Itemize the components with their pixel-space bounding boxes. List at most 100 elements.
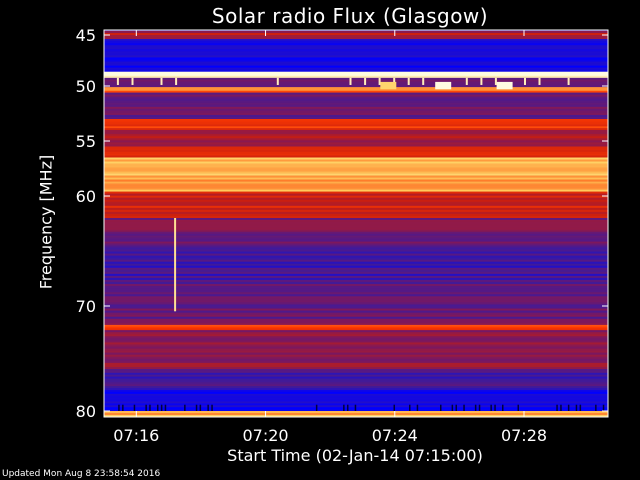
dark-streak <box>556 404 558 411</box>
frequency-band <box>104 126 608 129</box>
frequency-band <box>104 114 608 118</box>
radio-burst <box>435 81 452 90</box>
frequency-band <box>104 144 608 147</box>
frequency-band <box>104 138 608 141</box>
frequency-band <box>104 388 608 391</box>
frequency-band <box>104 403 608 406</box>
dark-streak <box>347 404 349 411</box>
frequency-band <box>104 227 608 231</box>
frequency-band <box>104 386 608 389</box>
band-spike <box>131 77 134 85</box>
frequency-band <box>104 344 608 347</box>
frequency-band <box>104 340 608 343</box>
frequency-band <box>104 65 608 68</box>
frequency-band <box>104 57 608 60</box>
frequency-band <box>104 338 608 341</box>
frequency-band <box>104 235 608 238</box>
frequency-band <box>104 310 608 313</box>
dark-streak <box>160 404 163 411</box>
dark-streak <box>145 404 147 411</box>
frequency-band <box>104 328 608 331</box>
frequency-band <box>104 350 608 353</box>
frequency-band <box>104 395 608 398</box>
frequency-band <box>104 231 608 235</box>
frequency-band <box>104 318 608 322</box>
frequency-band <box>104 47 608 50</box>
frequency-band <box>104 346 608 349</box>
frequency-band <box>104 83 608 86</box>
frequency-band <box>104 67 608 70</box>
frequency-band <box>104 374 608 377</box>
frequency-band <box>104 330 608 333</box>
frequency-band <box>104 273 608 277</box>
chart-title: Solar radio Flux (Glasgow) <box>211 4 489 28</box>
frequency-band <box>104 401 608 404</box>
dark-streak <box>157 404 159 411</box>
frequency-band <box>104 397 608 400</box>
frequency-band <box>104 247 608 250</box>
frequency-band <box>104 253 608 256</box>
frequency-band <box>104 411 608 414</box>
frequency-band <box>104 334 608 337</box>
frequency-band <box>104 61 608 64</box>
frequency-band <box>104 286 608 289</box>
dark-streak <box>416 404 419 411</box>
dark-streak <box>164 404 167 411</box>
plot-frame <box>103 29 609 418</box>
frequency-band <box>104 320 608 324</box>
frequency-band <box>104 171 608 174</box>
frequency-band <box>104 39 608 42</box>
frequency-band <box>104 382 608 385</box>
frequency-band <box>104 134 608 137</box>
frequency-band <box>104 257 608 260</box>
dark-streak <box>133 404 136 411</box>
y-tick-label: 70 <box>76 297 96 316</box>
frequency-band <box>104 175 608 178</box>
x-tick-label: 07:28 <box>501 426 547 445</box>
frequency-band <box>104 413 608 416</box>
frequency-band <box>104 306 608 309</box>
frequency-band <box>104 265 608 269</box>
frequency-band <box>104 148 608 151</box>
frequency-band <box>104 237 608 240</box>
frequency-band <box>104 53 608 56</box>
band-spike <box>349 77 352 85</box>
band-spike <box>524 77 526 85</box>
dark-streak <box>494 404 496 411</box>
frequency-band <box>104 369 608 372</box>
frequency-band <box>104 120 608 123</box>
frequency-band <box>104 393 608 397</box>
dark-streak <box>579 404 582 411</box>
frequency-band <box>104 35 608 38</box>
x-tick-label: 07:16 <box>113 426 159 445</box>
frequency-band <box>104 153 608 156</box>
frequency-band <box>104 239 608 242</box>
frequency-band <box>104 96 608 99</box>
frequency-band <box>104 372 608 376</box>
frequency-band <box>104 140 608 143</box>
band-spike <box>160 77 163 85</box>
band-spike <box>407 77 410 85</box>
frequency-band <box>104 267 608 271</box>
frequency-band <box>104 298 608 301</box>
frequency-band <box>104 332 608 335</box>
dark-streak <box>195 404 198 411</box>
frequency-band <box>104 94 608 97</box>
frequency-band <box>104 201 608 205</box>
frequency-band <box>104 233 608 236</box>
dark-streak <box>595 404 597 411</box>
frequency-band <box>104 362 608 366</box>
frequency-band <box>104 243 608 246</box>
band-spike <box>378 77 381 85</box>
x-axis-label: Start Time (02-Jan-14 07:15:00) <box>227 446 483 465</box>
dark-streak <box>575 404 578 411</box>
y-tick-label: 80 <box>76 402 96 421</box>
y-tick-label: 45 <box>76 26 96 45</box>
frequency-band <box>104 211 608 215</box>
frequency-band <box>104 348 608 351</box>
frequency-band <box>104 378 608 381</box>
frequency-band <box>104 312 608 315</box>
frequency-band <box>104 199 608 203</box>
dark-streak <box>354 404 357 411</box>
frequency-band <box>104 41 608 44</box>
